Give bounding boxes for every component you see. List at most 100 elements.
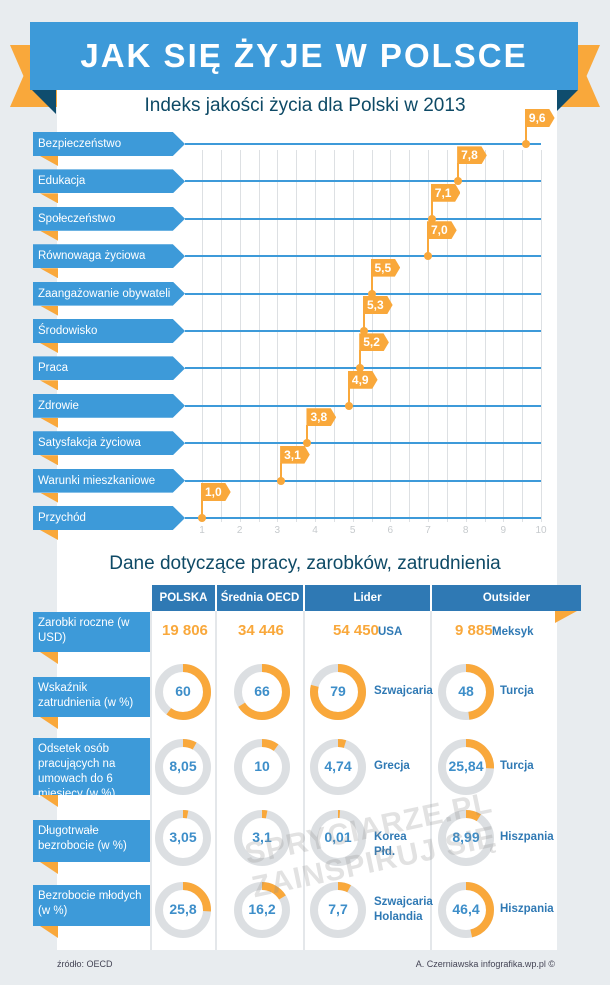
gridline [221, 150, 222, 522]
x-tick-label: 1 [199, 525, 205, 536]
gridline [240, 150, 241, 522]
category-label: Zdrowie [33, 393, 185, 418]
donut-oecd [234, 664, 290, 720]
donut-value: 4,74 [324, 758, 352, 774]
data-point [427, 214, 436, 223]
gridline [296, 150, 297, 522]
label-fold [40, 455, 58, 466]
gridline [202, 150, 203, 522]
value-flag: 5,2 [359, 333, 389, 352]
gridline [485, 150, 486, 522]
row-line [185, 404, 541, 407]
donut-value: 8,99 [452, 829, 480, 845]
row-label: Zarobki roczne (w USD) [33, 612, 150, 652]
category-label: Satysfakcja życiowa [33, 431, 185, 456]
row-line [185, 255, 541, 258]
gridline [503, 150, 504, 522]
chart-title: Indeks jakości życia dla Polski w 2013 [144, 95, 466, 116]
donut-value: 25,8 [169, 901, 197, 917]
outsider-country: Hiszpania [500, 903, 554, 915]
donut-outsider [438, 810, 494, 866]
donut-value: 48 [458, 683, 474, 699]
donut-value: 66 [254, 683, 270, 699]
value-flag: 4,9 [347, 370, 378, 389]
value-flag: 7,8 [457, 146, 487, 165]
category-label: Środowisko [33, 319, 185, 343]
row-line [185, 217, 541, 220]
row-line [185, 143, 541, 145]
donut-outsider [438, 882, 494, 938]
value-stick [427, 238, 429, 257]
earnings-lider: 54 450 [333, 622, 379, 639]
donut-fill [438, 810, 494, 866]
donut-oecd [234, 882, 290, 938]
gridline [259, 150, 260, 522]
data-point [344, 401, 353, 410]
data-point [454, 177, 463, 186]
x-tick-label: 8 [462, 525, 469, 536]
category-label: Równowaga życiowa [33, 244, 185, 269]
donut-fill [155, 810, 211, 866]
donut-value: 60 [175, 683, 191, 699]
data-point [356, 364, 365, 373]
donut-fill [310, 664, 366, 720]
value-flag: 9,6 [524, 109, 555, 127]
value-flag: 3,1 [280, 445, 310, 464]
donut-fill [310, 810, 366, 866]
donut-fill [234, 882, 290, 938]
outsider-country: Hiszpania [500, 831, 554, 843]
column-header: POLSKA [152, 585, 215, 611]
value-stick [370, 275, 373, 294]
category-label: Przychód [33, 506, 185, 530]
category-label: Praca [33, 356, 185, 381]
x-tick-label: 3 [274, 525, 281, 536]
data-point [424, 252, 432, 261]
donut-fill [438, 739, 494, 795]
lider-country: Szwajcaria Holandia [374, 896, 433, 923]
value-flag: 5,5 [370, 258, 401, 277]
value-stick [362, 313, 365, 331]
lider-country: Szwajcaria [374, 685, 433, 697]
label-fold [40, 652, 58, 664]
label-fold [40, 926, 58, 938]
column-header: Outsider [432, 585, 581, 611]
donut-fill [310, 882, 366, 938]
label-fold [40, 343, 58, 353]
donut-value: 10 [254, 758, 270, 774]
gridline [541, 150, 542, 522]
label-fold [40, 156, 58, 166]
value-stick [347, 387, 350, 406]
column-separator [303, 611, 305, 950]
value-flag: 3,8 [306, 408, 337, 427]
row-line [185, 479, 541, 482]
donut-value: 3,1 [252, 829, 272, 845]
table-title: Dane dotyczące pracy, zarobków, zatrudni… [109, 553, 501, 574]
label-fold [40, 230, 58, 241]
donut-polska [155, 664, 211, 720]
donut-fill [155, 739, 211, 795]
row-line [185, 442, 541, 445]
column-separator [150, 611, 152, 950]
donut-lider [310, 810, 366, 866]
lider-country: Grecja [374, 760, 410, 772]
lider-country: Korea Płd. [374, 831, 407, 858]
donut-lider [310, 664, 366, 720]
header-fold [555, 611, 577, 623]
value-flag: 1,0 [201, 483, 231, 501]
row-line [185, 180, 541, 183]
donut-oecd [234, 810, 290, 866]
label-fold [40, 380, 58, 391]
earnings-outsider: 9 885 [455, 622, 493, 639]
donut-fill [155, 882, 211, 938]
gridline [277, 150, 278, 522]
gridline [522, 150, 523, 522]
donut-fill [438, 882, 494, 938]
credit-note: A. Czerniawska infografika.wp.pl © [415, 959, 555, 969]
column-header: Lider [305, 585, 430, 611]
donut-fill [234, 810, 290, 866]
row-label: Wskaźnik zatrudnienia (w %) [33, 677, 150, 717]
x-tick-label: 5 [349, 525, 356, 536]
donut-fill [438, 664, 494, 720]
column-separator [215, 611, 217, 950]
value-flag: 5,3 [362, 296, 393, 314]
